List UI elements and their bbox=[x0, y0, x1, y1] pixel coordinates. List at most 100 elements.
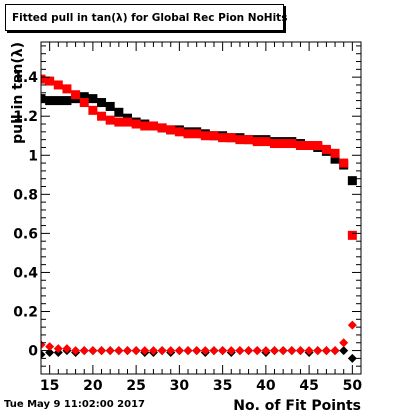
data-point-square bbox=[45, 76, 55, 86]
data-point-square bbox=[321, 144, 331, 154]
data-point-diamond bbox=[330, 346, 340, 356]
data-point-diamond bbox=[270, 346, 280, 356]
data-point-square bbox=[278, 139, 288, 149]
y-tick-label: 1.2 bbox=[13, 109, 38, 125]
data-point-diamond bbox=[148, 346, 158, 356]
data-point-square bbox=[114, 117, 124, 127]
data-point-square bbox=[71, 90, 81, 100]
data-point-square bbox=[330, 154, 340, 164]
data-point-diamond bbox=[105, 346, 115, 356]
data-point-diamond bbox=[295, 346, 305, 356]
data-point-diamond bbox=[339, 338, 349, 348]
data-point-diamond bbox=[313, 346, 323, 356]
x-axis: 15 20 25 30 35 40 45 50 bbox=[40, 42, 362, 394]
data-point-square bbox=[88, 105, 98, 115]
y-tick-label: 0.2 bbox=[13, 305, 38, 321]
data-point-square bbox=[105, 101, 115, 111]
plot-frame bbox=[40, 41, 362, 375]
data-point-diamond bbox=[122, 346, 132, 356]
data-point-square bbox=[166, 125, 176, 135]
data-point-square bbox=[105, 115, 115, 125]
data-point-square bbox=[114, 107, 124, 117]
data-point-diamond bbox=[88, 346, 98, 356]
data-point-diamond bbox=[226, 346, 236, 356]
data-point-diamond bbox=[261, 346, 271, 356]
x-tick-label: 20 bbox=[83, 378, 103, 394]
data-point-square bbox=[45, 96, 55, 106]
data-point-diamond bbox=[304, 346, 314, 356]
y-tick-label: 0.8 bbox=[13, 187, 38, 203]
data-point-diamond bbox=[244, 346, 254, 356]
data-point-square bbox=[97, 98, 107, 108]
data-point-square bbox=[287, 139, 297, 149]
data-point-square bbox=[200, 131, 210, 141]
x-tick-label: 30 bbox=[170, 378, 190, 394]
data-point-square bbox=[41, 94, 46, 104]
x-tick-label: 40 bbox=[256, 378, 276, 394]
data-point-diamond bbox=[140, 346, 150, 356]
x-tick-label: 50 bbox=[343, 378, 363, 394]
y-tick-label: 1 bbox=[28, 148, 38, 164]
data-point-diamond bbox=[252, 346, 262, 356]
data-point-diamond bbox=[347, 353, 357, 363]
data-point-square bbox=[53, 80, 63, 90]
data-point-square bbox=[131, 119, 141, 129]
data-point-square bbox=[313, 141, 323, 151]
timestamp: Tue May 9 11:02:00 2017 bbox=[4, 399, 145, 410]
y-axis-title: pull in tan(λ) bbox=[10, 42, 26, 144]
data-point-diamond bbox=[278, 346, 288, 356]
chart-marks bbox=[41, 74, 357, 363]
data-point-diamond bbox=[131, 346, 141, 356]
data-point-diamond bbox=[347, 320, 357, 330]
data-point-diamond bbox=[174, 346, 184, 356]
data-point-square bbox=[244, 135, 254, 145]
data-point-square bbox=[209, 131, 219, 141]
data-point-diamond bbox=[209, 346, 219, 356]
data-point-square bbox=[347, 176, 357, 186]
y-tick-label: 0.6 bbox=[13, 226, 38, 242]
data-point-square bbox=[304, 141, 314, 151]
data-point-square bbox=[235, 135, 245, 145]
data-point-square bbox=[97, 111, 107, 121]
data-point-diamond bbox=[97, 346, 107, 356]
data-point-square bbox=[261, 137, 271, 147]
data-point-square bbox=[330, 148, 340, 158]
data-point-diamond bbox=[114, 346, 124, 356]
data-point-square bbox=[41, 74, 46, 84]
data-point-square bbox=[347, 230, 357, 240]
data-point-diamond bbox=[200, 346, 210, 356]
y-tick-label: 0.4 bbox=[13, 265, 38, 281]
data-point-diamond bbox=[62, 344, 72, 354]
data-point-square bbox=[53, 96, 63, 106]
data-point-square bbox=[339, 158, 349, 168]
data-point-square bbox=[295, 141, 305, 151]
chart-title: Fitted pull in tan(λ) for Global Rec Pio… bbox=[12, 12, 288, 24]
x-tick-label: 15 bbox=[40, 378, 59, 394]
data-point-square bbox=[218, 133, 228, 143]
data-point-diamond bbox=[157, 346, 167, 356]
data-point-square bbox=[192, 129, 202, 139]
y-axis: 0 0.2 0.4 0.6 0.8 1 1.2 1.4 bbox=[13, 45, 361, 375]
data-point-square bbox=[226, 133, 236, 143]
chart-title-box: Fitted pull in tan(λ) for Global Rec Pio… bbox=[5, 4, 288, 31]
data-point-square bbox=[174, 127, 184, 137]
data-point-square bbox=[79, 92, 89, 102]
data-point-square bbox=[122, 117, 132, 127]
data-point-diamond bbox=[287, 346, 297, 356]
data-point-diamond bbox=[53, 344, 63, 354]
x-tick-label: 45 bbox=[299, 378, 318, 394]
data-point-square bbox=[183, 129, 193, 139]
x-axis-title: No. of Fit Points bbox=[233, 398, 361, 414]
data-point-diamond bbox=[71, 346, 81, 356]
data-point-diamond bbox=[321, 346, 331, 356]
data-point-diamond bbox=[41, 349, 46, 359]
data-point-diamond bbox=[339, 346, 349, 356]
data-point-square bbox=[270, 139, 280, 149]
data-point-square bbox=[62, 96, 72, 106]
data-point-square bbox=[62, 84, 72, 94]
data-point-square bbox=[140, 121, 150, 131]
data-point-diamond bbox=[79, 346, 89, 356]
data-point-square bbox=[88, 94, 98, 104]
x-tick-label: 35 bbox=[213, 378, 232, 394]
